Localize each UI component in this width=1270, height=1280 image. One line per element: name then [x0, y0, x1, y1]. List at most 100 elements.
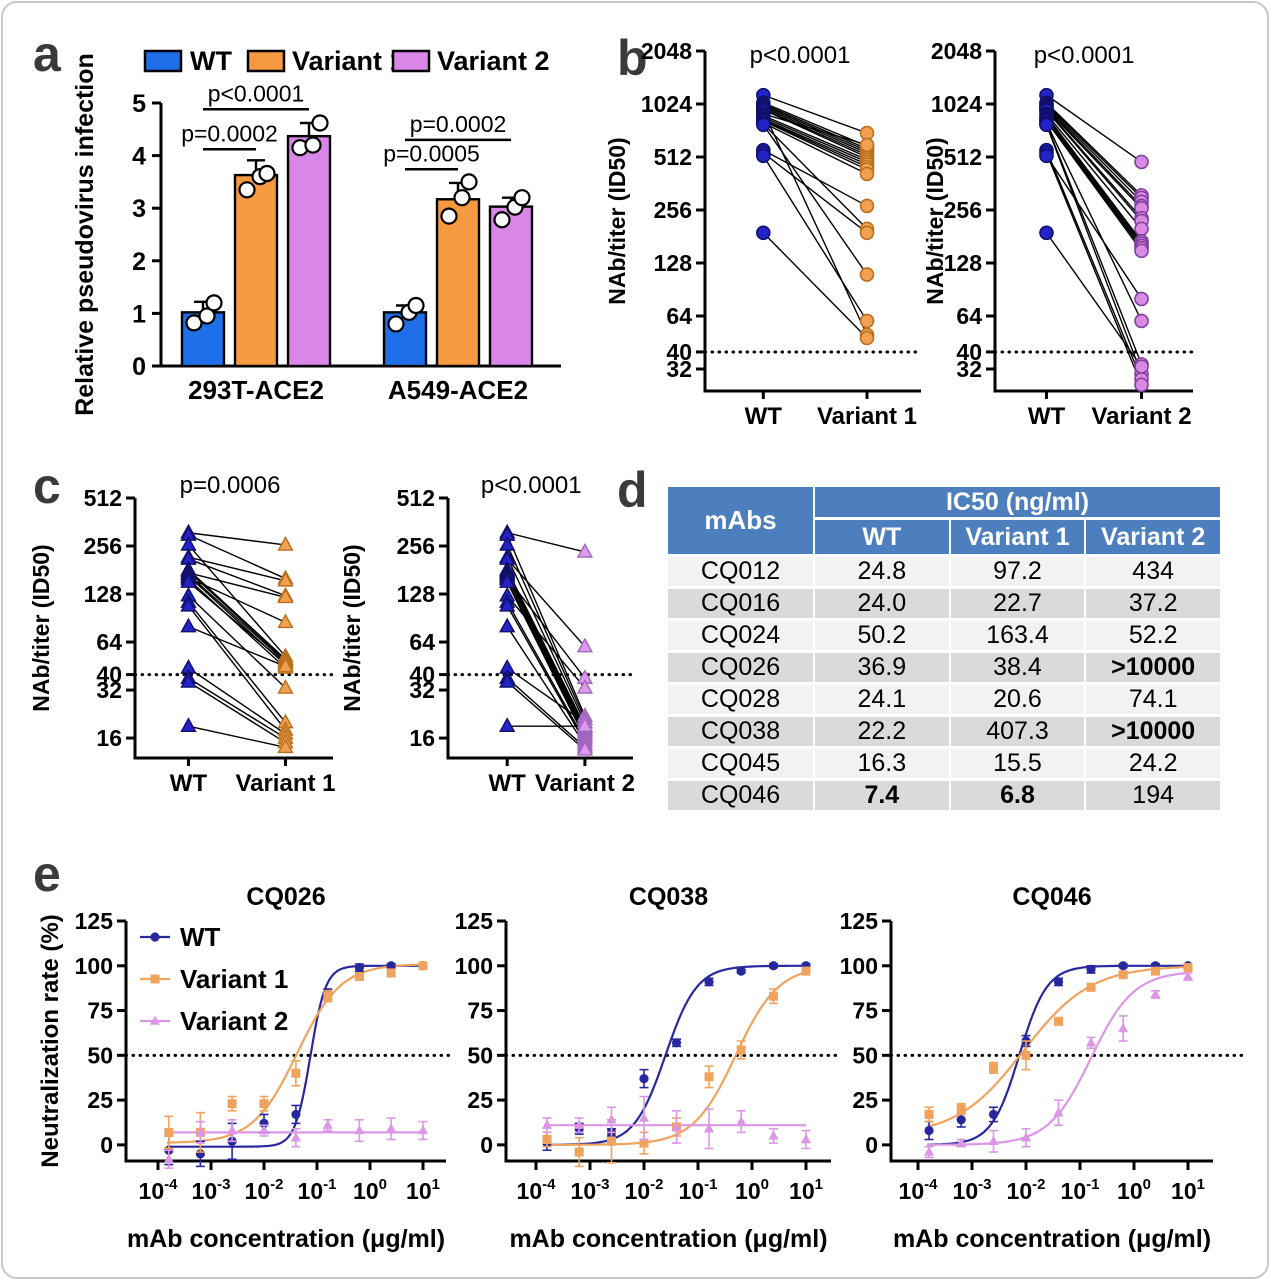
table-row: CQ024 50.2 163.4 52.2 [668, 621, 1220, 650]
panel-letter-e: e [33, 846, 61, 902]
svg-text:p<0.0001: p<0.0001 [1034, 42, 1135, 69]
svg-text:Variant 2: Variant 2 [437, 46, 550, 76]
svg-text:40: 40 [666, 339, 692, 365]
svg-text:mAb concentration (μg/ml): mAb concentration (μg/ml) [509, 1225, 827, 1253]
panel-letter-c: c [33, 458, 61, 514]
svg-text:101: 101 [406, 1176, 440, 1204]
svg-text:WT: WT [489, 770, 527, 797]
table-subheader: Variant 1 [950, 520, 1085, 554]
svg-text:5: 5 [132, 90, 146, 118]
table-subheader: WT [815, 520, 949, 554]
table-cell: >10000 [1086, 717, 1220, 746]
svg-text:p=0.0002: p=0.0002 [410, 111, 507, 137]
table-cell: 163.4 [950, 621, 1085, 650]
svg-text:50: 50 [467, 1042, 493, 1068]
panel-e-dose-response-cq038: 0 25 50 75 100 125 10-4 10-3 10-2 10-1 100 101 CQ038… [455, 883, 844, 1253]
table-cell: CQ012 [668, 557, 813, 586]
svg-text:256: 256 [397, 533, 435, 559]
svg-text:CQ038: CQ038 [629, 883, 708, 911]
svg-text:256: 256 [944, 197, 982, 223]
svg-text:0: 0 [132, 353, 146, 381]
svg-text:10-4: 10-4 [139, 1176, 179, 1204]
svg-text:Variant 1: Variant 1 [180, 964, 288, 994]
svg-text:75: 75 [852, 998, 878, 1024]
table-cell: CQ024 [668, 621, 813, 650]
svg-text:128: 128 [84, 581, 123, 607]
svg-text:10-2: 10-2 [625, 1176, 664, 1204]
svg-text:Variant 1: Variant 1 [817, 403, 917, 430]
svg-text:2048: 2048 [931, 38, 982, 64]
table-header-ic50: IC50 (ng/ml) [815, 487, 1220, 517]
table-cell: 15.5 [950, 749, 1085, 778]
table-cell: 7.4 [815, 781, 949, 810]
svg-text:64: 64 [956, 303, 982, 329]
svg-text:100: 100 [455, 953, 493, 979]
svg-text:512: 512 [397, 485, 435, 511]
svg-text:p=0.0006: p=0.0006 [180, 472, 281, 499]
svg-text:128: 128 [397, 581, 436, 607]
table-cell: 22.2 [815, 717, 949, 746]
svg-text:128: 128 [944, 250, 983, 276]
svg-text:NAb/titer (ID50): NAb/titer (ID50) [604, 137, 630, 304]
table-cell: 20.6 [950, 685, 1085, 714]
table-cell: 6.8 [950, 781, 1085, 810]
table-cell: 37.2 [1086, 589, 1220, 618]
table-cell: 407.3 [950, 717, 1085, 746]
svg-text:10-2: 10-2 [1007, 1176, 1046, 1204]
svg-text:2: 2 [132, 248, 146, 276]
svg-text:Variant 1: Variant 1 [292, 46, 405, 76]
svg-text:0: 0 [865, 1132, 878, 1158]
table-cell: 24.8 [815, 557, 949, 586]
svg-text:Neutralization rate (%): Neutralization rate (%) [37, 914, 64, 1167]
svg-text:75: 75 [87, 998, 113, 1024]
panel-letter-a: a [33, 26, 61, 82]
table-subheader: Variant 2 [1086, 520, 1220, 554]
svg-text:64: 64 [666, 303, 692, 329]
svg-text:125: 125 [840, 908, 879, 934]
svg-text:32: 32 [666, 356, 692, 382]
svg-text:32: 32 [409, 677, 435, 703]
svg-text:100: 100 [840, 953, 878, 979]
panel-d-ic50-table: mAbs IC50 (ng/ml) WT Variant 1 Variant 2 CQ0… [666, 484, 1222, 813]
svg-text:10-4: 10-4 [899, 1176, 939, 1204]
svg-text:0: 0 [480, 1132, 493, 1158]
svg-text:16: 16 [96, 725, 122, 751]
svg-text:25: 25 [87, 1087, 113, 1113]
table-cell: 74.1 [1086, 685, 1220, 714]
table-row: CQ045 16.3 15.5 24.2 [668, 749, 1220, 778]
svg-text:p<0.0001: p<0.0001 [750, 42, 851, 69]
svg-text:WT: WT [170, 770, 208, 797]
table-row: CQ026 36.9 38.4 >10000 [668, 653, 1220, 682]
table-cell: CQ038 [668, 717, 813, 746]
table-row: CQ046 7.4 6.8 194 [668, 781, 1220, 810]
svg-text:NAb/titer (ID50): NAb/titer (ID50) [28, 544, 54, 711]
svg-text:CQ046: CQ046 [1012, 883, 1091, 911]
svg-text:10-2: 10-2 [245, 1176, 284, 1204]
svg-text:mAb concentration (μg/ml): mAb concentration (μg/ml) [893, 1225, 1211, 1253]
svg-text:100: 100 [1117, 1176, 1151, 1204]
svg-text:64: 64 [409, 629, 435, 655]
svg-text:100: 100 [353, 1176, 387, 1204]
svg-text:Variant 1: Variant 1 [235, 770, 335, 797]
svg-text:0: 0 [100, 1132, 113, 1158]
table-cell: 97.2 [950, 557, 1085, 586]
svg-text:25: 25 [852, 1087, 878, 1113]
table-cell: >10000 [1086, 653, 1220, 682]
svg-text:101: 101 [789, 1176, 823, 1204]
svg-text:50: 50 [852, 1042, 878, 1068]
svg-text:10-3: 10-3 [192, 1176, 231, 1204]
svg-text:256: 256 [654, 197, 692, 223]
svg-text:40: 40 [409, 662, 435, 688]
svg-text:3: 3 [132, 195, 146, 223]
table-cell: 16.3 [815, 749, 949, 778]
svg-text:10-1: 10-1 [298, 1176, 337, 1204]
svg-text:4: 4 [132, 143, 146, 171]
table-cell: 50.2 [815, 621, 949, 650]
table-cell: 38.4 [950, 653, 1085, 682]
svg-text:50: 50 [87, 1042, 113, 1068]
table-cell: 194 [1086, 781, 1220, 810]
svg-text:128: 128 [654, 250, 693, 276]
